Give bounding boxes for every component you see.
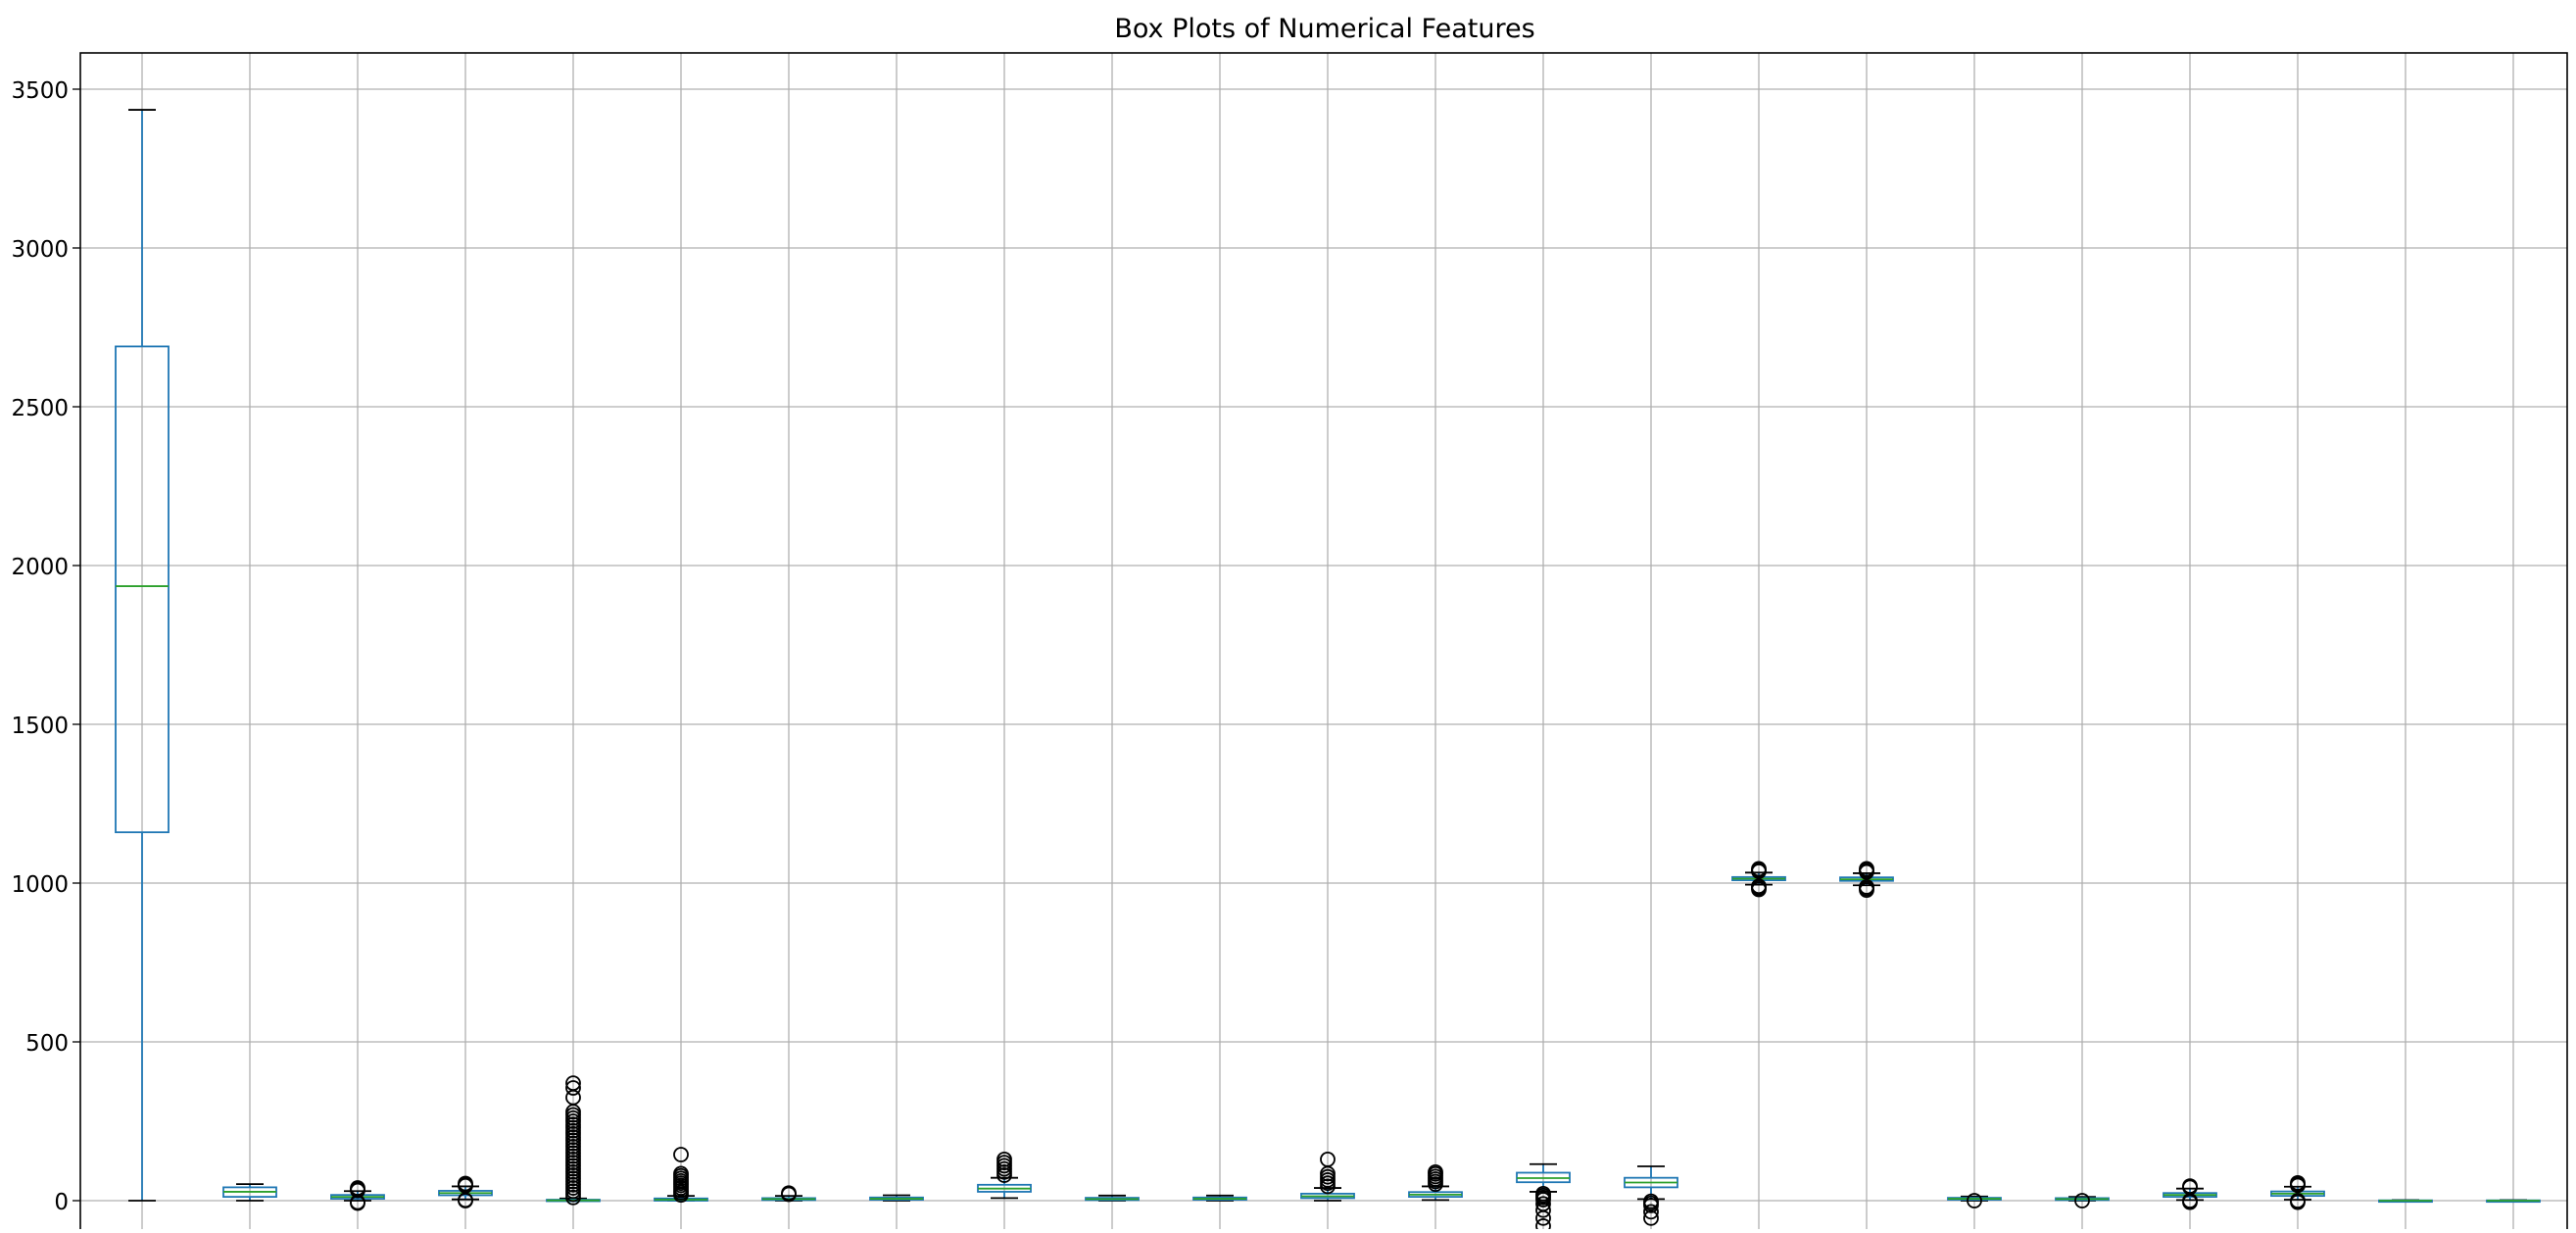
box-plot: [115, 109, 170, 1202]
box-plot: [1731, 861, 1786, 898]
outlier-point: [1751, 861, 1767, 877]
outlier-point: [1535, 1209, 1551, 1226]
outlier-point: [781, 1185, 797, 1202]
box-plot: [1947, 1193, 2002, 1208]
box-plot: [1516, 1162, 1571, 1233]
box-plot: [438, 1175, 493, 1208]
box-plot: [546, 1075, 601, 1206]
box-plot: [1085, 1194, 1140, 1202]
outlier-point: [1859, 861, 1874, 877]
y-tick-label: 2000: [11, 555, 69, 580]
axis-layer: 0 500 1000 1500 2000 2500 3000 3500: [11, 52, 2568, 1233]
box-plot: [2055, 1193, 2110, 1208]
outlier-point: [2074, 1193, 2090, 1208]
y-tick-label: 3500: [11, 78, 69, 104]
outlier-point: [565, 1080, 581, 1096]
outlier-point: [1320, 1151, 1336, 1167]
box-layer: [115, 109, 2541, 1233]
outlier-point: [1428, 1163, 1443, 1180]
iqr-box: [115, 345, 170, 834]
outlier-point: [1643, 1204, 1659, 1220]
outlier-point: [2290, 1174, 2306, 1191]
box-plot: [761, 1185, 816, 1203]
box-plot: [2163, 1178, 2217, 1210]
outlier-point: [1643, 1197, 1659, 1213]
outlier-point: [2290, 1193, 2306, 1208]
outlier-point: [458, 1175, 473, 1192]
outlier-point: [1967, 1193, 1982, 1208]
outlier-point: [565, 1075, 581, 1092]
box-plot: [2270, 1174, 2325, 1210]
outlier-point: [1535, 1192, 1551, 1208]
y-tick-label: 500: [25, 1031, 69, 1057]
box-plot: [330, 1180, 385, 1211]
outlier-point: [1643, 1209, 1659, 1226]
y-tick-label: 2500: [11, 396, 69, 421]
box-plot: [222, 1183, 277, 1202]
outlier-point: [1751, 878, 1767, 895]
box-plot: [654, 1147, 708, 1204]
outlier-point: [1535, 1202, 1551, 1218]
box-plot: [1624, 1165, 1678, 1226]
box-plot: [977, 1151, 1032, 1200]
plot-frame: [79, 52, 2568, 1233]
chart-title: Box Plots of Numerical Features: [1114, 14, 1534, 44]
y-tick-label: 1500: [11, 714, 69, 739]
box-plot: [1408, 1163, 1463, 1202]
outlier-point: [673, 1147, 689, 1162]
outlier-point: [1859, 878, 1874, 895]
outlier-point: [2182, 1178, 2198, 1194]
y-tick-label: 0: [54, 1190, 69, 1215]
box-plot: [869, 1194, 924, 1202]
y-tick-label: 1000: [11, 872, 69, 898]
box-plot: [1300, 1151, 1355, 1202]
outlier-point: [996, 1151, 1012, 1167]
box-plot: [2486, 1199, 2541, 1204]
grid-layer: [80, 53, 2567, 1229]
box-plot: [1192, 1194, 1247, 1202]
outlier-point: [673, 1165, 689, 1182]
outlier-point: [350, 1180, 365, 1196]
box-plot: [1839, 861, 1894, 899]
y-tick-label: 3000: [11, 237, 69, 263]
box-plot: [2378, 1199, 2433, 1204]
